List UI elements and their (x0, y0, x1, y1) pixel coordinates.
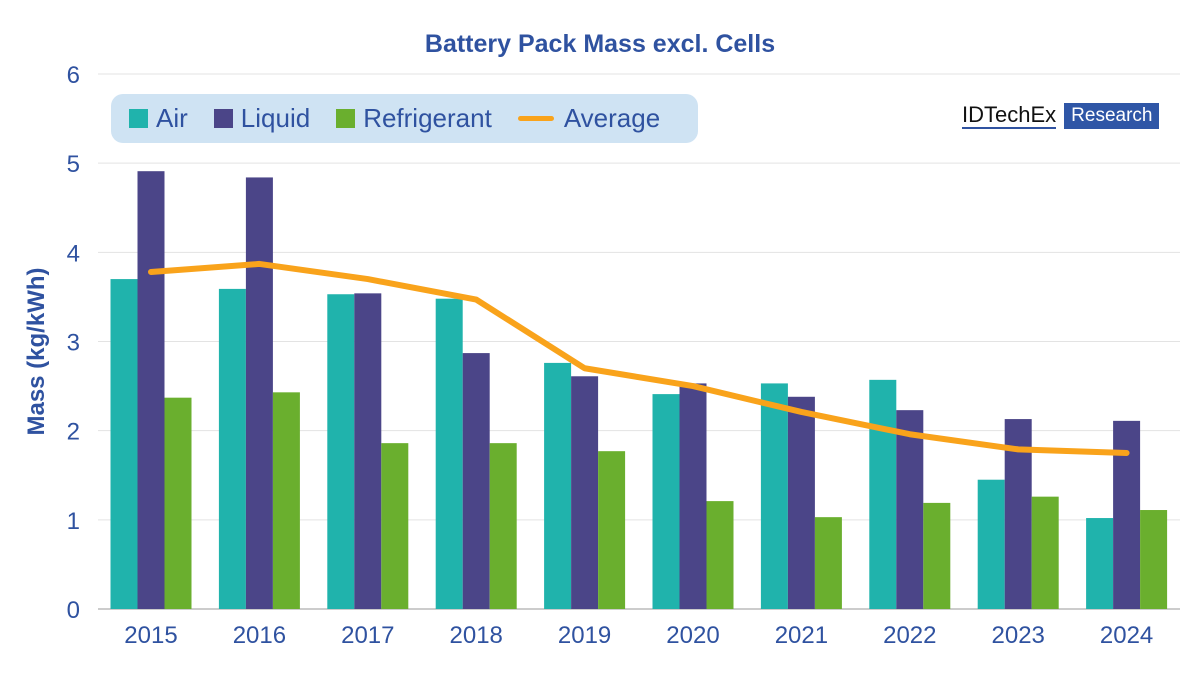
y-tick-label: 5 (67, 151, 80, 178)
bar-liquid (571, 376, 599, 609)
y-tick-label: 4 (67, 240, 80, 267)
bar-air (652, 394, 680, 609)
chart-title: Battery Pack Mass excl. Cells (424, 30, 776, 58)
x-tick-label: 2021 (775, 622, 828, 649)
line-average (148, 260, 1130, 456)
y-tick-label: 1 (67, 508, 80, 535)
y-axis-label: Mass (kg/kWh) (23, 267, 50, 435)
bar-refrigerant (706, 501, 734, 609)
x-tick-label: 2020 (666, 622, 719, 649)
legend-label: Refrigerant (363, 103, 492, 133)
bar-liquid (245, 177, 273, 609)
x-tick-label: 2022 (883, 622, 936, 649)
legend-swatch (129, 109, 148, 128)
bar-air (327, 294, 355, 609)
bar-liquid (1113, 420, 1141, 609)
legend-item-air: Air (129, 103, 188, 134)
bar-air (760, 383, 788, 609)
y-tick-label: 6 (67, 62, 80, 89)
legend-swatch (336, 109, 356, 128)
bar-liquid (462, 353, 490, 609)
legend-item-liquid: Liquid (213, 103, 311, 134)
bar-refrigerant (381, 443, 409, 609)
bar-air (544, 362, 572, 609)
legend-line (517, 116, 554, 121)
bar-liquid (787, 396, 815, 609)
bar-liquid (137, 171, 165, 610)
x-tick-label: 2024 (1100, 622, 1153, 649)
logo-name: IDTechEx (962, 102, 1057, 129)
x-tick-label: 2016 (233, 622, 286, 649)
x-tick-label: 2015 (124, 622, 177, 649)
x-tick-label: 2019 (558, 622, 611, 649)
legend-label: Average (563, 103, 661, 133)
bar-air (435, 298, 463, 609)
bar-air (977, 479, 1005, 609)
bar-refrigerant (489, 443, 517, 609)
bar-refrigerant (1031, 496, 1059, 609)
bar-refrigerant (164, 397, 192, 609)
logo-tag: Research (1064, 103, 1160, 129)
bar-refrigerant (814, 517, 842, 609)
legend: Air Liquid Refrigerant Average (111, 94, 698, 143)
bar-refrigerant (923, 502, 951, 609)
bar-refrigerant (272, 392, 300, 609)
bar-air (869, 379, 897, 609)
legend-swatch (213, 109, 233, 128)
y-tick-label: 0 (67, 597, 80, 624)
bar-liquid (354, 293, 382, 609)
bar-air (110, 279, 138, 609)
bar-liquid (896, 410, 924, 609)
y-tick-label: 2 (67, 419, 80, 446)
legend-label: Liquid (240, 103, 311, 133)
bar-air (218, 288, 246, 609)
bar-refrigerant (598, 451, 626, 609)
legend-item-refrigerant: Refrigerant (336, 103, 492, 134)
x-tick-label: 2023 (992, 622, 1045, 649)
bar-refrigerant (1140, 510, 1168, 609)
bar-air (1086, 518, 1114, 609)
y-tick-label: 3 (67, 330, 80, 357)
idtechex-logo: IDTechEx Research (962, 102, 1160, 129)
bar-liquid (679, 383, 707, 609)
x-tick-label: 2017 (341, 622, 394, 649)
x-tick-label: 2018 (450, 622, 503, 649)
legend-label: Air (156, 103, 188, 133)
legend-item-average: Average (517, 103, 661, 134)
